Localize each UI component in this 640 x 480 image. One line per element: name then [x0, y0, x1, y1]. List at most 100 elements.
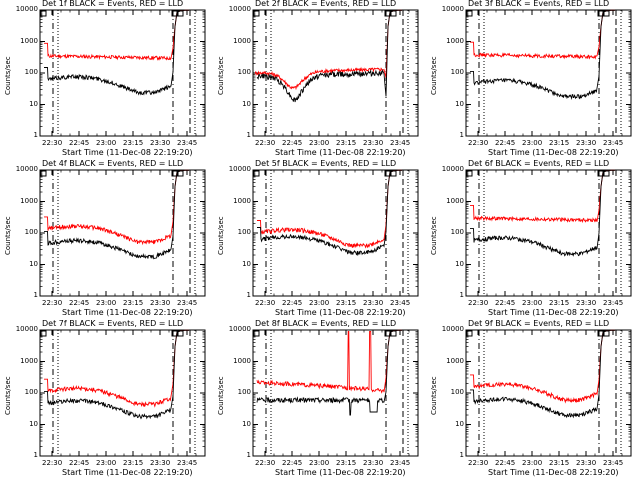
chart-plot [465, 329, 632, 457]
series-line [256, 9, 402, 103]
detector-panel: Det 1f BLACK = Events, RED = LLD Counts/s… [0, 0, 213, 160]
y-tick-label: 10 [29, 259, 38, 268]
detector-panel: Det 9f BLACK = Events, RED = LLD Counts/s… [426, 319, 639, 480]
y-tick-label: 10000 [441, 165, 464, 173]
x-tick-label: 23:30 [363, 299, 384, 307]
series-line [470, 169, 615, 224]
series-line [256, 329, 402, 416]
y-tick-label: 10 [29, 99, 38, 108]
x-tick-label: 22:30 [255, 299, 276, 307]
chart-plot [39, 329, 206, 457]
x-tick-label: 22:30 [42, 299, 63, 307]
corner-marker [40, 10, 47, 17]
x-tick-label: 23:00 [309, 459, 330, 467]
y-tick-label: 10000 [228, 325, 251, 333]
chart-title: Det 5f BLACK = Events, RED = LLD [255, 159, 397, 168]
x-tick-label: 23:45 [603, 459, 624, 467]
plot-frame [252, 169, 419, 297]
corner-marker [40, 170, 47, 177]
x-tick-label: 23:30 [576, 299, 597, 307]
detector-panel: Det 2f BLACK = Events, RED = LLD Counts/s… [213, 0, 426, 160]
x-axis-label: Start Time (11-Dec-08 22:19:20) [488, 468, 619, 477]
x-tick-label: 23:45 [177, 459, 198, 467]
chart-plot [39, 169, 206, 297]
corner-marker [171, 10, 178, 17]
y-tick-label: 100 [237, 68, 251, 76]
x-tick-label: 22:30 [468, 299, 489, 307]
x-tick-label: 22:30 [255, 459, 276, 467]
corner-marker [177, 170, 184, 177]
x-tick-label: 22:30 [468, 459, 489, 467]
corner-marker [466, 10, 473, 17]
x-tick-label: 23:45 [603, 299, 624, 307]
x-tick-label: 22:45 [282, 459, 303, 467]
corner-marker [603, 170, 610, 177]
series-line [44, 329, 189, 408]
x-tick-label: 23:15 [123, 139, 144, 147]
x-tick-label: 22:45 [69, 139, 90, 147]
x-tick-label: 22:45 [69, 299, 90, 307]
y-tick-label: 1000 [20, 36, 38, 45]
x-axis-label: Start Time (11-Dec-08 22:19:20) [62, 468, 193, 477]
corner-marker [603, 10, 610, 17]
y-tick-label: 10000 [15, 5, 38, 13]
x-axis-label: Start Time (11-Dec-08 22:19:20) [275, 148, 406, 157]
chart-plot [465, 9, 632, 137]
x-tick-label: 23:15 [123, 459, 144, 467]
corner-marker [384, 170, 391, 177]
y-tick-label: 1 [33, 131, 38, 139]
series-line [44, 169, 189, 260]
y-tick-label: 1 [246, 131, 251, 139]
x-axis-label: Start Time (11-Dec-08 22:19:20) [275, 468, 406, 477]
detector-panel: Det 3f BLACK = Events, RED = LLD Counts/s… [426, 0, 639, 160]
x-tick-label: 22:45 [69, 459, 90, 467]
corner-marker [384, 330, 391, 337]
detector-panel: Det 8f BLACK = Events, RED = LLD Counts/s… [213, 319, 426, 480]
detector-panel: Det 6f BLACK = Events, RED = LLD Counts/s… [426, 159, 639, 320]
chart-title: Det 2f BLACK = Events, RED = LLD [255, 0, 397, 8]
series-line [470, 329, 615, 419]
x-tick-label: 23:30 [150, 459, 171, 467]
x-tick-label: 23:15 [336, 299, 357, 307]
chart-plot [39, 9, 206, 137]
corner-marker [597, 10, 604, 17]
y-tick-label: 100 [24, 228, 38, 236]
x-axis-label: Start Time (11-Dec-08 22:19:20) [62, 148, 193, 157]
x-axis-label: Start Time (11-Dec-08 22:19:20) [62, 308, 193, 317]
corner-marker [253, 170, 260, 177]
y-tick-label: 10 [455, 419, 464, 428]
y-tick-label: 10 [29, 419, 38, 428]
x-tick-label: 23:30 [150, 139, 171, 147]
y-tick-label: 1000 [446, 196, 464, 205]
plot-frame [465, 169, 632, 297]
y-tick-label: 10 [455, 259, 464, 268]
corner-marker [171, 170, 178, 177]
x-tick-label: 23:00 [522, 459, 543, 467]
x-axis-label: Start Time (11-Dec-08 22:19:20) [488, 308, 619, 317]
corner-marker [40, 330, 47, 337]
chart-plot [465, 169, 632, 297]
y-tick-label: 100 [24, 68, 38, 76]
y-tick-label: 1 [246, 451, 251, 459]
x-tick-label: 23:30 [576, 139, 597, 147]
corner-marker [466, 170, 473, 177]
y-tick-label: 1000 [233, 196, 251, 205]
x-tick-label: 23:30 [576, 459, 597, 467]
y-tick-label: 1 [459, 451, 464, 459]
corner-marker [466, 330, 473, 337]
corner-marker [597, 170, 604, 177]
x-tick-label: 22:45 [495, 459, 516, 467]
x-tick-label: 23:45 [603, 139, 624, 147]
series-line [257, 169, 402, 257]
plot-frame [252, 9, 419, 137]
chart-title: Det 8f BLACK = Events, RED = LLD [255, 319, 397, 328]
x-tick-label: 22:30 [255, 139, 276, 147]
y-tick-label: 1000 [446, 356, 464, 365]
x-axis-label: Start Time (11-Dec-08 22:19:20) [488, 148, 619, 157]
plot-frame [39, 169, 206, 297]
x-tick-label: 23:45 [177, 139, 198, 147]
y-tick-label: 1000 [233, 356, 251, 365]
x-tick-label: 23:00 [522, 139, 543, 147]
corner-marker [390, 170, 397, 177]
series-line [470, 329, 615, 404]
